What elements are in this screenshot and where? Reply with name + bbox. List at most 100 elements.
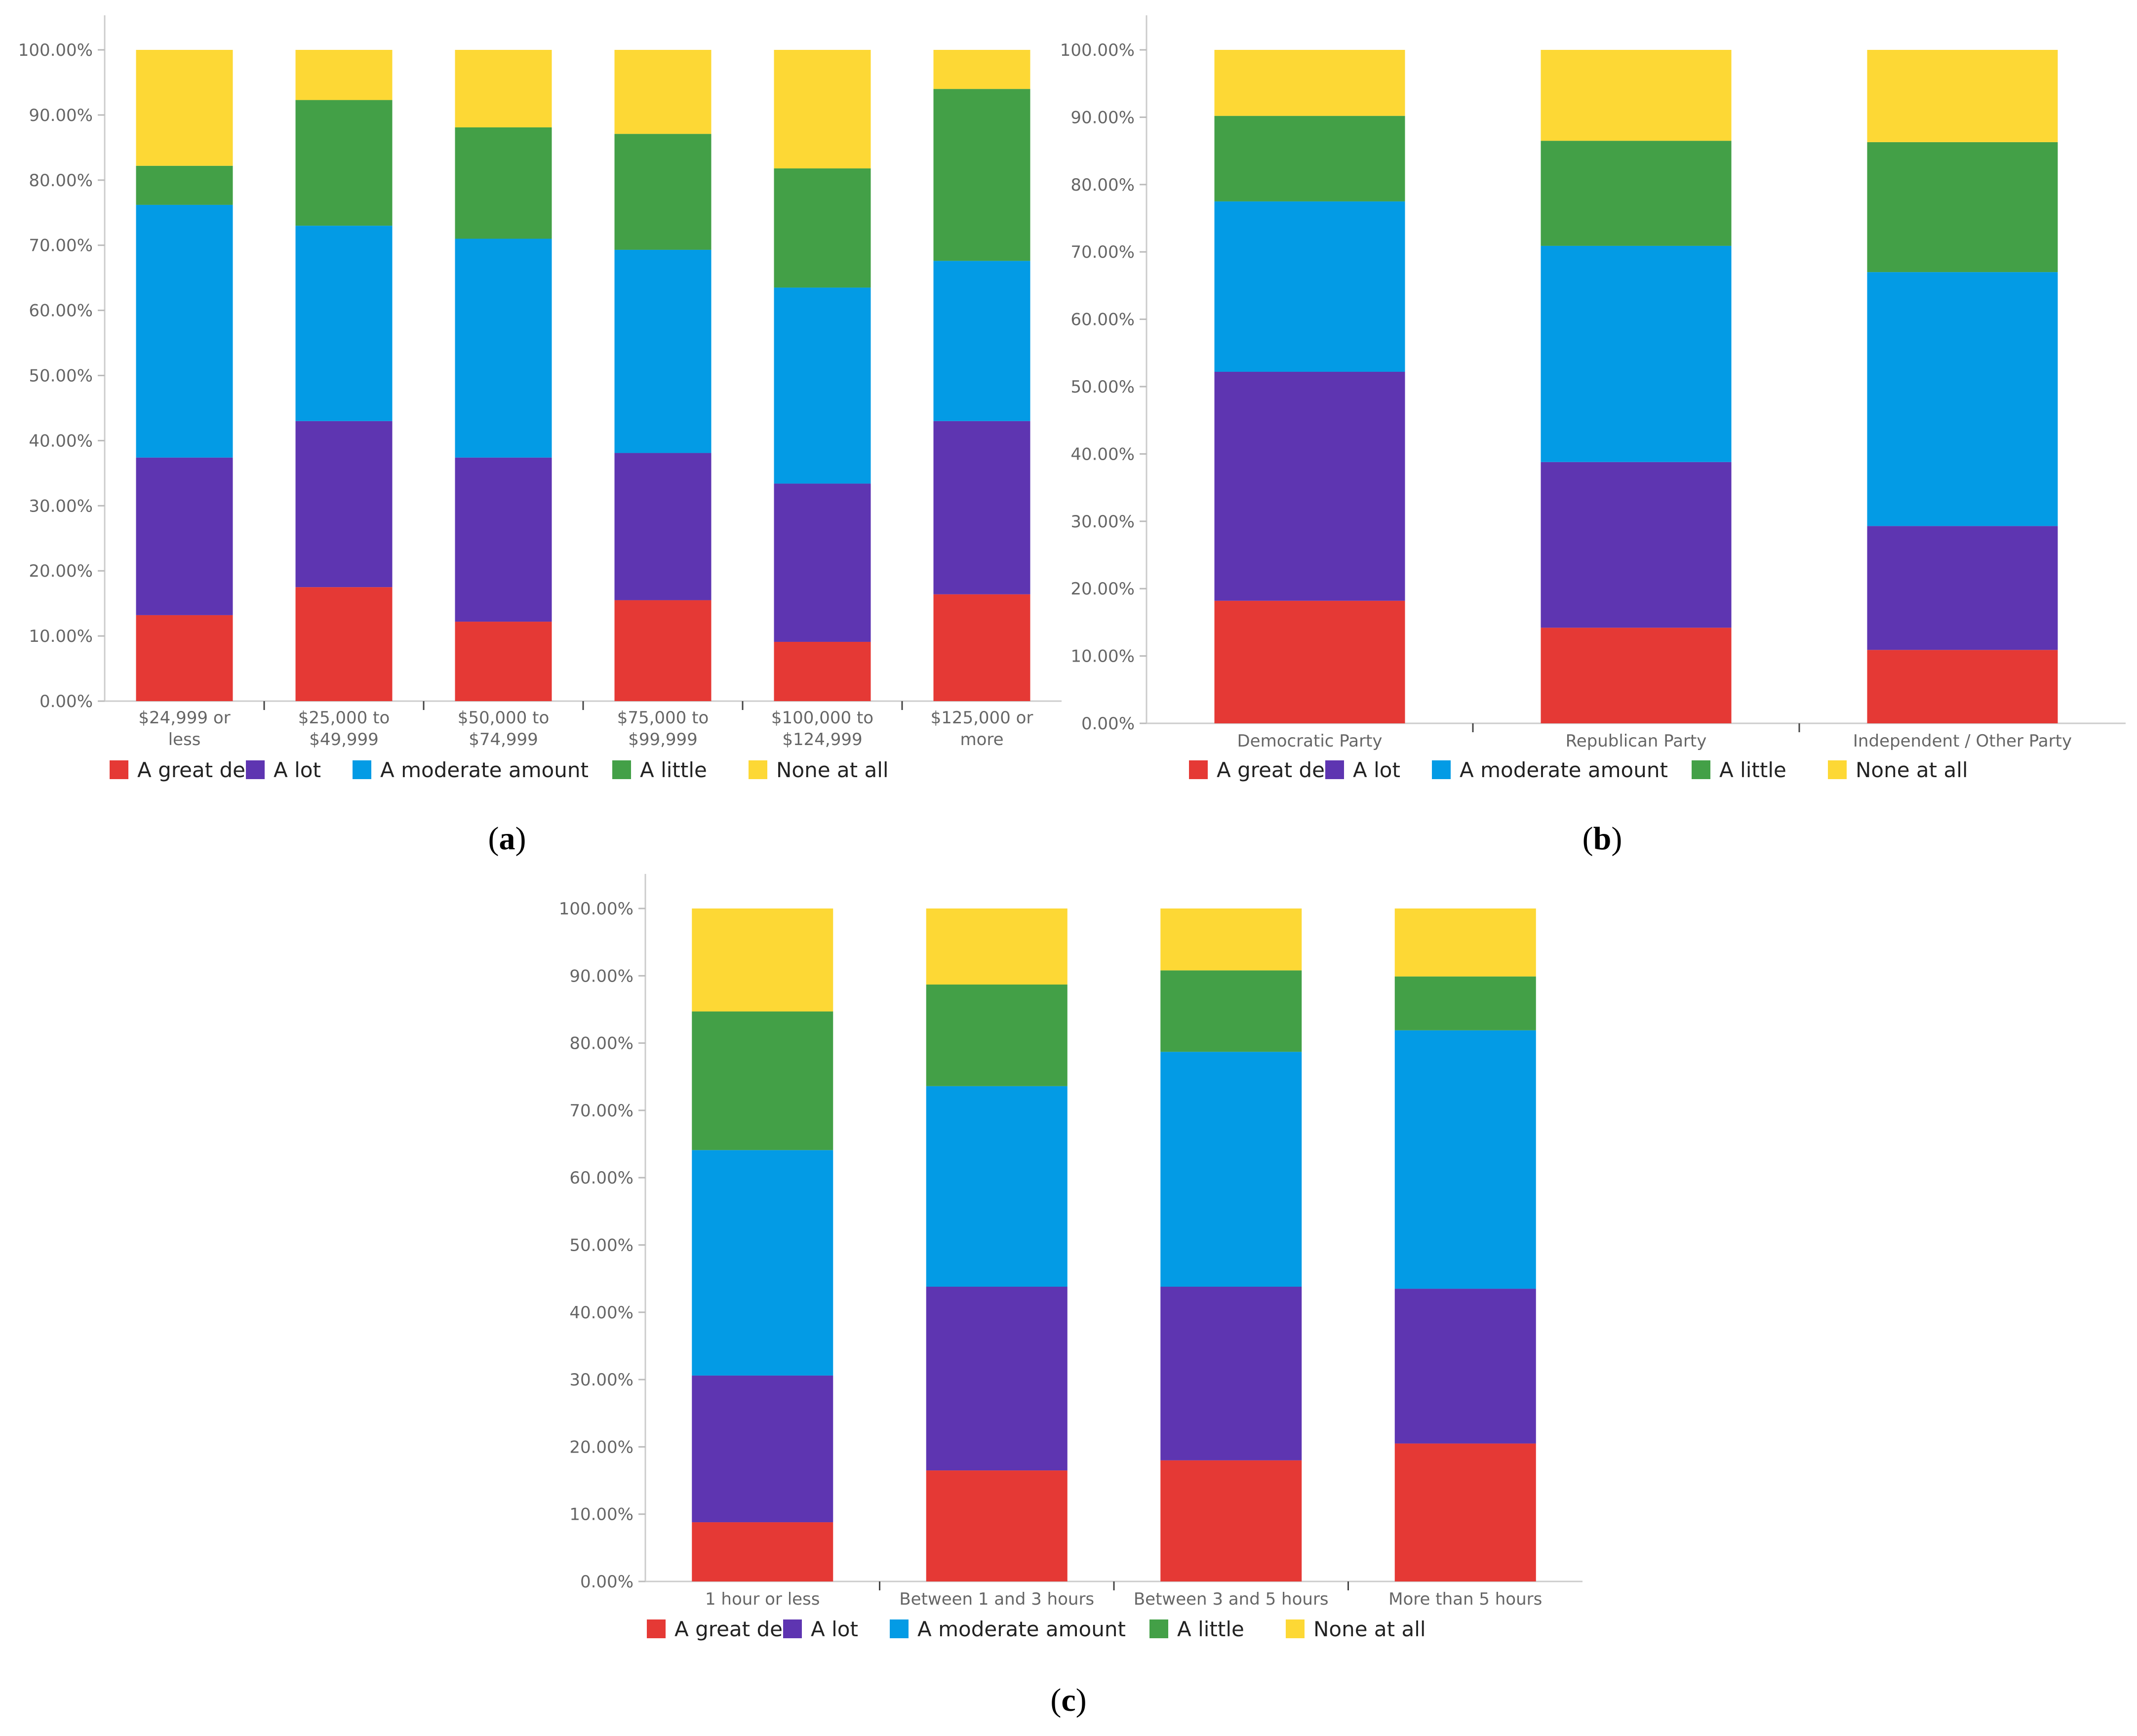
bar-none-at-all [136,50,233,166]
y-tick-label: 100.00% [18,40,93,60]
bar-a-lot [455,457,552,622]
bar-none-at-all [692,908,833,1012]
legend-label-a-great-deal: A great deal [674,1617,801,1641]
y-tick-label: 10.00% [1070,647,1135,667]
bar-a-moderate-amount [455,238,552,458]
bar-a-little [136,165,233,205]
x-tick-label: $125,000 or [931,708,1033,728]
y-tick-label: 100.00% [559,899,633,919]
bar-a-moderate-amount [692,1150,833,1376]
legend-swatch-a-little [1692,760,1710,779]
bar-none-at-all [926,908,1068,985]
x-tick-label: $74,999 [469,730,538,750]
bar-a-little [926,985,1068,1086]
bar-a-lot [295,421,393,588]
bar-a-moderate-amount [933,261,1030,421]
legend-label-a-moderate-amount: A moderate amount [380,758,589,782]
legend-label-none-at-all: None at all [1856,758,1968,782]
x-tick-label: Democratic Party [1237,731,1382,751]
legend-label-a-moderate-amount: A moderate amount [1460,758,1668,782]
bar-a-moderate-amount [1867,272,2058,526]
bar-a-little [1867,142,2058,273]
bar-none-at-all [455,50,552,127]
panel-label: (c) [1050,1682,1086,1718]
x-tick-label: $124,999 [782,730,862,750]
legend-swatch-a-moderate-amount [890,1619,909,1638]
bar-a-lot [774,483,871,642]
bar-a-great-deal [136,615,233,701]
x-tick-label: Independent / Other Party [1853,731,2072,751]
bar-a-little [933,89,1030,261]
panel-label: (a) [488,821,526,857]
legend-label-a-great-deal: A great deal [137,758,264,782]
legend-label-a-little: A little [1719,758,1786,782]
legend-label-a-great-deal: A great deal [1217,758,1343,782]
y-tick-label: 30.00% [29,496,93,516]
y-tick-label: 80.00% [29,171,93,191]
bar-a-lot [614,453,712,600]
legend-swatch-none-at-all [749,760,767,779]
y-tick-label: 90.00% [29,106,93,125]
x-tick-label: less [168,730,201,750]
legend-label-a-lot: A lot [1353,758,1400,782]
bar-a-great-deal [1541,628,1732,723]
y-tick-label: 70.00% [29,236,93,256]
legend-swatch-a-little [612,760,631,779]
y-tick-label: 20.00% [1070,579,1135,599]
bar-none-at-all [295,50,393,100]
bar-a-lot [136,457,233,615]
bar-a-great-deal [933,594,1030,701]
legend-swatch-none-at-all [1286,1619,1305,1638]
bar-a-moderate-amount [926,1086,1068,1287]
legend-swatch-a-moderate-amount [353,760,371,779]
bar-a-lot [933,421,1030,594]
legend-swatch-a-little [1149,1619,1168,1638]
legend-label-a-lot: A lot [274,758,321,782]
bar-a-lot [1867,526,2058,650]
panel-label: (b) [1583,821,1623,857]
bar-a-great-deal [1394,1443,1536,1581]
x-tick-label: $49,999 [309,730,379,750]
y-tick-label: 50.00% [569,1236,633,1256]
bar-a-lot [1214,371,1405,601]
x-tick-label: More than 5 hours [1388,1589,1542,1609]
y-tick-label: 10.00% [569,1505,633,1525]
bar-a-great-deal [926,1470,1068,1581]
y-tick-label: 60.00% [569,1168,633,1188]
bar-a-great-deal [1160,1460,1302,1581]
y-tick-label: 30.00% [1070,512,1135,532]
bar-none-at-all [933,50,1030,89]
bar-a-little [614,134,712,250]
chart-c: 0.00% 10.00% 20.00% 30.00% 40.00% 50.00% 60.00… [559,874,1583,1718]
legend-label-none-at-all: None at all [776,758,889,782]
y-tick-label: 100.00% [1060,40,1135,60]
bar-a-moderate-amount [774,287,871,484]
bar-a-great-deal [692,1522,833,1581]
y-tick-label: 30.00% [569,1370,633,1390]
y-tick-label: 50.00% [29,366,93,386]
y-tick-label: 40.00% [29,431,93,451]
bar-a-lot [926,1287,1068,1471]
x-tick-label: $25,000 to [298,708,390,728]
bar-a-moderate-amount [295,226,393,421]
bar-a-little [1160,970,1302,1052]
x-tick-label: Between 3 and 5 hours [1134,1589,1329,1609]
bar-a-moderate-amount [614,249,712,453]
bar-a-great-deal [1214,600,1405,723]
legend-label-a-lot: A lot [811,1617,858,1641]
y-tick-label: 0.00% [40,692,93,711]
bar-none-at-all [1867,50,2058,142]
bar-none-at-all [1541,50,1732,141]
bar-a-little [295,100,393,226]
legend-label-a-moderate-amount: A moderate amount [917,1617,1126,1641]
x-tick-label: $24,999 or [138,708,230,728]
y-tick-label: 0.00% [1081,714,1135,734]
y-tick-label: 0.00% [580,1572,633,1592]
bar-none-at-all [1160,908,1302,971]
bar-a-great-deal [614,600,712,701]
bar-a-little [692,1011,833,1150]
bar-a-lot [692,1375,833,1523]
x-tick-label: more [960,730,1003,750]
bar-none-at-all [614,50,712,134]
